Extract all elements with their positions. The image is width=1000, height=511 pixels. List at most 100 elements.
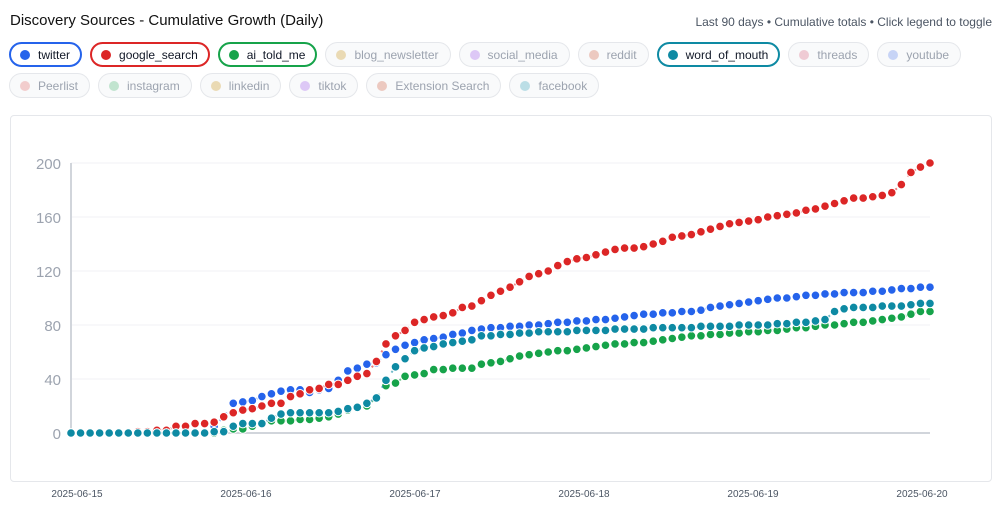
y-tick-label: 200 [36, 156, 61, 173]
legend-item-tiktok[interactable]: tiktok [289, 73, 359, 98]
data-point-ai-told-me [400, 371, 410, 382]
data-point-word-of-mouth [381, 375, 391, 386]
data-point-word-of-mouth [829, 306, 840, 317]
y-tick-label: 120 [36, 264, 61, 281]
data-point-word-of-mouth [123, 428, 134, 438]
data-point-word-of-mouth [409, 345, 420, 356]
data-point-word-of-mouth [438, 339, 449, 349]
data-point-word-of-mouth [925, 298, 935, 309]
data-point-word-of-mouth [743, 320, 754, 330]
data-point-google-search [648, 239, 659, 249]
data-point-google-search [314, 383, 324, 394]
data-point-google-search [896, 179, 907, 190]
legend-item-reddit[interactable]: reddit [577, 42, 649, 67]
data-point-twitter [810, 290, 821, 301]
data-point-word-of-mouth [915, 298, 926, 309]
data-point-ai-told-me [839, 318, 849, 329]
data-point-google-search [323, 379, 334, 390]
legend-item-facebook[interactable]: facebook [509, 73, 600, 98]
data-point-google-search [858, 193, 868, 203]
data-point-twitter [619, 312, 630, 322]
data-point-ai-told-me [686, 331, 697, 341]
data-point-word-of-mouth [199, 428, 210, 438]
data-point-twitter [858, 287, 868, 298]
data-point-word-of-mouth [552, 326, 563, 337]
data-point-google-search [381, 339, 391, 349]
data-point-word-of-mouth [152, 428, 162, 438]
data-point-google-search [915, 162, 926, 172]
data-point-ai-told-me [514, 351, 525, 361]
data-point-ai-told-me [505, 353, 515, 364]
legend-item-threads[interactable]: threads [788, 42, 870, 67]
data-point-google-search [810, 204, 821, 214]
data-point-word-of-mouth [638, 324, 649, 334]
data-point-word-of-mouth [514, 328, 525, 338]
data-point-word-of-mouth [610, 324, 620, 334]
data-point-word-of-mouth [839, 304, 849, 314]
data-point-google-search [724, 218, 735, 229]
data-point-google-search [199, 418, 210, 429]
data-point-word-of-mouth [276, 409, 286, 419]
data-point-word-of-mouth [94, 428, 105, 438]
legend-label: blog_newsletter [354, 47, 439, 62]
data-point-google-search [476, 295, 487, 306]
data-point-word-of-mouth [428, 341, 439, 352]
data-point-word-of-mouth [677, 322, 687, 333]
data-point-word-of-mouth [896, 301, 907, 311]
legend-item-extension-search[interactable]: Extension Search [366, 73, 502, 98]
legend-item-linkedin[interactable]: linkedin [199, 73, 282, 98]
data-point-word-of-mouth [801, 317, 811, 328]
data-point-google-search [772, 210, 783, 221]
data-point-twitter [600, 314, 611, 325]
x-tick-label: 2025-06-18 [558, 489, 610, 500]
data-point-google-search [438, 310, 449, 321]
legend-dot-icon [377, 80, 388, 91]
series-line-word-of-mouth [71, 302, 930, 434]
data-point-word-of-mouth [724, 321, 735, 332]
data-point-twitter [782, 293, 792, 303]
data-point-word-of-mouth [820, 314, 830, 325]
legend-item-blog-newsletter[interactable]: blog_newsletter [325, 42, 451, 67]
data-point-google-search [839, 196, 849, 206]
data-point-word-of-mouth [705, 321, 716, 332]
data-point-google-search [820, 201, 830, 211]
data-point-twitter [610, 313, 620, 324]
data-point-ai-told-me [409, 370, 420, 380]
legend-item-google-search[interactable]: google_search [90, 42, 210, 67]
legend-item-word-of-mouth[interactable]: word_of_mouth [656, 42, 781, 67]
data-point-ai-told-me [858, 317, 868, 328]
data-point-ai-told-me [667, 333, 678, 344]
data-point-word-of-mouth [295, 407, 305, 418]
data-point-ai-told-me [572, 344, 582, 355]
data-point-word-of-mouth [753, 320, 764, 330]
legend-dot-icon [109, 80, 120, 91]
y-tick-label: 0 [53, 426, 61, 443]
data-point-google-search [400, 325, 410, 336]
legend-label: ai_told_me [246, 47, 306, 62]
data-point-word-of-mouth [113, 428, 124, 438]
data-point-ai-told-me [390, 378, 401, 388]
legend-dot-icon [888, 49, 899, 60]
data-point-word-of-mouth [218, 426, 229, 437]
data-point-google-search [696, 227, 706, 237]
data-point-word-of-mouth [877, 301, 888, 311]
data-point-word-of-mouth [228, 421, 239, 432]
legend-dot-icon [520, 80, 531, 91]
legend-item-peerlist[interactable]: Peerlist [9, 73, 91, 98]
legend-item-ai-told-me[interactable]: ai_told_me [217, 42, 318, 67]
data-point-twitter [362, 359, 372, 369]
data-point-ai-told-me [610, 339, 620, 349]
legend-item-instagram[interactable]: instagram [98, 73, 192, 98]
data-point-word-of-mouth [667, 322, 678, 333]
data-point-twitter [667, 308, 678, 318]
data-point-google-search [218, 412, 229, 422]
data-point-google-search [524, 271, 534, 282]
data-point-ai-told-me [447, 363, 458, 374]
data-point-twitter [247, 395, 258, 406]
data-point-google-search [657, 236, 668, 247]
legend-item-twitter[interactable]: twitter [9, 42, 83, 67]
legend-item-social-media[interactable]: social_media [458, 42, 570, 67]
legend-item-youtube[interactable]: youtube [877, 42, 962, 67]
data-point-google-search [667, 232, 678, 243]
data-point-twitter [753, 295, 764, 306]
